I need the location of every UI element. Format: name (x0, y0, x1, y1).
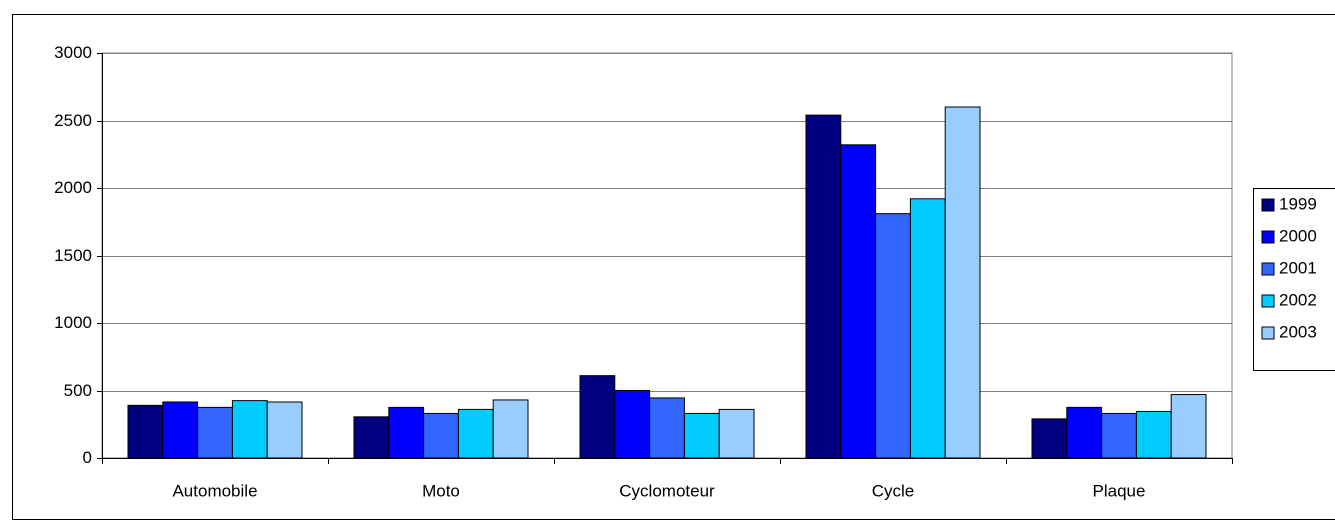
bar (805, 114, 842, 459)
bar (162, 401, 199, 459)
bar (1066, 406, 1103, 459)
bar (579, 375, 616, 459)
bar (457, 408, 494, 459)
bar (718, 408, 755, 459)
bar (492, 399, 529, 459)
y-tick-label: 3000 (54, 43, 92, 62)
bar (388, 406, 425, 459)
bar (1101, 412, 1137, 459)
bar (944, 106, 981, 459)
bar (197, 406, 233, 459)
y-tick-label: 500 (64, 381, 92, 400)
bar (909, 198, 946, 459)
x-tick-label: Moto (422, 481, 460, 500)
bar (875, 213, 911, 459)
bar (1135, 410, 1172, 459)
legend-swatch (1261, 326, 1275, 340)
legend-label: 2002 (1279, 290, 1317, 309)
legend-label: 2001 (1279, 258, 1317, 277)
bar (683, 412, 720, 459)
plot-area (101, 52, 1233, 459)
x-tick-label: Cycle (872, 481, 915, 500)
bar (353, 416, 390, 459)
bar (614, 390, 651, 459)
y-tick-label: 0 (83, 448, 92, 467)
bar (1031, 418, 1068, 459)
legend-swatch (1261, 230, 1275, 244)
legend-label: 1999 (1279, 194, 1317, 213)
bar (231, 400, 268, 459)
bar (127, 404, 164, 459)
y-tick-label: 1000 (54, 313, 92, 332)
bar (423, 412, 459, 459)
bar (266, 401, 303, 459)
x-tick-label: Plaque (1093, 481, 1146, 500)
legend-swatch (1261, 198, 1275, 212)
legend-swatch (1261, 262, 1275, 276)
legend-box (1253, 188, 1335, 371)
bar (649, 397, 685, 459)
y-tick-label: 2000 (54, 178, 92, 197)
bar (840, 144, 877, 459)
x-tick-label: Cyclomoteur (619, 481, 715, 500)
y-tick-label: 1500 (54, 246, 92, 265)
bar (1170, 394, 1207, 459)
legend-label: 2003 (1279, 322, 1317, 341)
x-tick-label: Automobile (172, 481, 257, 500)
legend-swatch (1261, 294, 1275, 308)
legend-label: 2000 (1279, 226, 1317, 245)
y-tick-label: 2500 (54, 111, 92, 130)
